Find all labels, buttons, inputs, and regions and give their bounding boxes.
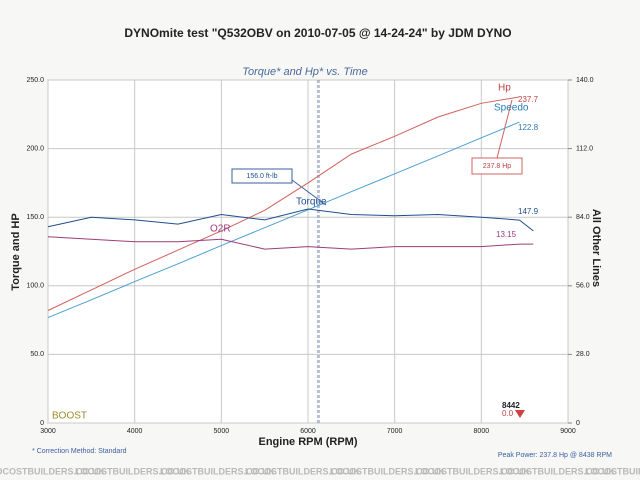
- y2-tick-label: 140.0: [576, 77, 594, 84]
- series-name: Hp: [498, 83, 511, 94]
- y2-axis-label: All Other Lines: [590, 209, 602, 287]
- rpm-readout: 8442: [502, 401, 520, 410]
- y2-tick-label: 112.0: [576, 145, 593, 152]
- y-tick-label: 0: [40, 420, 44, 427]
- x-tick-label: 7000: [387, 428, 403, 435]
- y-tick-label: 50.0: [30, 351, 44, 358]
- boost-readout: 0.0: [502, 409, 514, 418]
- chart-subtitle: Torque* and Hp* vs. Time: [242, 66, 367, 78]
- y-axis-label: Torque and HP: [10, 213, 22, 290]
- watermark-text: LOCOSTBUILDERS.CO.UK: [0, 466, 106, 476]
- torque-leader: [291, 179, 327, 206]
- x-axis-label: Engine RPM (RPM): [259, 436, 358, 448]
- series-name: Speedo: [494, 103, 529, 114]
- y-tick-label: 200.0: [26, 145, 44, 152]
- x-tick-label: 4000: [127, 428, 143, 435]
- x-tick-label: 6000: [300, 428, 316, 435]
- watermark-text: LOCOSTBUILDERS.CO.UK: [330, 466, 446, 476]
- y-tick-label: 150.0: [26, 214, 44, 221]
- peak-note: Peak Power: 237.8 Hp @ 8438 RPM: [498, 452, 612, 459]
- correction-note: * Correction Method: Standard: [32, 448, 127, 455]
- o2r-end-label: 13.15: [496, 230, 517, 239]
- torque-box-text: 156.0 ft-lb: [246, 173, 277, 180]
- y-tick-label: 250.0: [26, 77, 44, 84]
- series-line: [47, 121, 520, 319]
- y-tick-label: 100.0: [26, 283, 44, 290]
- chart-title: DYNOmite test "Q532OBV on 2010-07-05 @ 1…: [124, 26, 511, 40]
- hp-leader: [496, 99, 513, 159]
- x-tick-label: 9000: [560, 428, 576, 435]
- watermark-text: LOCOSTBUILDERS.CO.UK: [160, 466, 276, 476]
- series-line: [47, 208, 534, 232]
- speedo-end-label: 122.8: [518, 123, 539, 132]
- series-name: O2R: [210, 224, 231, 235]
- series-line: [47, 96, 520, 311]
- y2-tick-label: 0: [576, 420, 580, 427]
- x-tick-label: 5000: [214, 428, 230, 435]
- series-name: Torque: [296, 197, 327, 208]
- x-tick-label: 8000: [474, 428, 490, 435]
- watermark-text: LOCOSTBUILDERS.CO.UK: [500, 466, 616, 476]
- series-line: [47, 236, 534, 250]
- watermark-text: LOCOSTBUILDERS.CO.UK: [415, 466, 531, 476]
- boost-label: BOOST: [52, 411, 87, 422]
- y2-tick-label: 84.0: [576, 214, 590, 221]
- hp-box-text: 237.8 Hp: [483, 163, 512, 170]
- watermark: LOCOSTBUILDERS.CO.UKLOCOSTBUILDERS.CO.UK…: [0, 466, 640, 476]
- watermark-text: LOCOSTBUILDERS.CO.UK: [585, 466, 640, 476]
- x-tick-label: 3000: [40, 428, 56, 435]
- y2-tick-label: 28.0: [576, 351, 590, 358]
- watermark-text: LOCOSTBUILDERS.CO.UK: [75, 466, 191, 476]
- hp-end-label: 237.7: [518, 95, 539, 104]
- watermark-text: LOCOSTBUILDERS.CO.UK: [245, 466, 361, 476]
- y2-tick-label: 56.0: [576, 283, 590, 290]
- torque-box: [231, 168, 293, 184]
- cursor-marker: [515, 410, 525, 418]
- torque-end-label: 147.9: [518, 207, 539, 216]
